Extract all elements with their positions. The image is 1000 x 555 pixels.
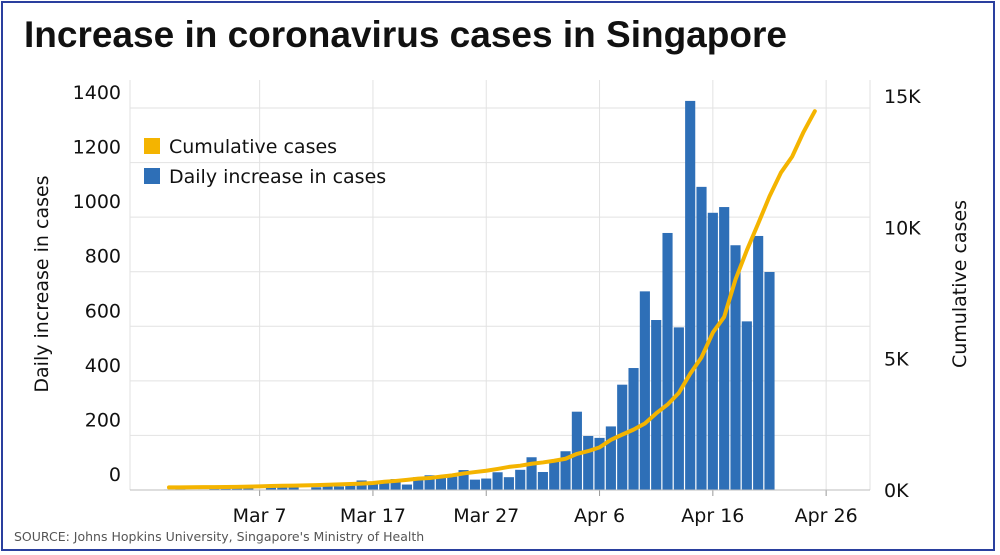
x-tick-label: Apr 6 bbox=[574, 505, 625, 527]
x-tick-label: Apr 26 bbox=[795, 505, 858, 527]
y-axis-title: Daily increase in cases bbox=[31, 175, 53, 392]
bar-daily bbox=[753, 235, 764, 490]
bar-daily bbox=[413, 477, 424, 490]
y-tick-label: 1200 bbox=[73, 137, 121, 159]
bar-daily bbox=[503, 477, 514, 490]
y2-tick-label: 10K bbox=[884, 217, 921, 239]
y2-tick-label: 15K bbox=[884, 86, 921, 108]
bar-daily bbox=[696, 186, 707, 491]
x-tick-label: Mar 17 bbox=[340, 505, 406, 527]
bar-daily bbox=[549, 461, 560, 490]
legend-label-cumulative: Cumulative cases bbox=[169, 136, 337, 158]
y-tick-label: 1000 bbox=[73, 191, 121, 213]
x-tick-label: Mar 7 bbox=[233, 505, 287, 527]
bar-daily bbox=[209, 488, 220, 490]
bar-daily bbox=[605, 426, 616, 490]
bar-daily bbox=[560, 451, 571, 490]
bar-daily bbox=[311, 487, 322, 490]
bar-daily bbox=[379, 481, 390, 490]
bar-daily bbox=[288, 486, 299, 490]
legend-label-daily: Daily increase in cases bbox=[169, 166, 386, 188]
bar-daily bbox=[481, 478, 492, 490]
bar-daily bbox=[526, 457, 537, 490]
source-note: SOURCE: Johns Hopkins University, Singap… bbox=[14, 529, 425, 544]
cumulative-line-layer bbox=[167, 109, 817, 490]
bar-daily bbox=[741, 321, 752, 490]
y2-tick-label: 0K bbox=[884, 480, 909, 502]
y-tick-label: 1400 bbox=[73, 82, 121, 104]
bar-daily bbox=[345, 485, 356, 490]
legend-swatch-daily bbox=[144, 168, 160, 184]
chart-title: Increase in coronavirus cases in Singapo… bbox=[24, 14, 787, 55]
bar-daily bbox=[651, 320, 662, 490]
bar-daily bbox=[617, 384, 628, 490]
bar-daily bbox=[639, 291, 650, 490]
legend-swatch-cumulative bbox=[144, 138, 160, 154]
bar-daily bbox=[730, 245, 741, 490]
bar-daily bbox=[424, 475, 435, 490]
bar-daily bbox=[277, 487, 288, 490]
y-tick-label: 400 bbox=[85, 355, 121, 377]
x-tick-label: Apr 16 bbox=[681, 505, 744, 527]
bar-daily bbox=[719, 207, 730, 491]
bar-daily bbox=[594, 437, 605, 490]
bar-daily bbox=[367, 482, 379, 490]
bar-daily bbox=[243, 487, 254, 490]
bar-daily bbox=[322, 486, 333, 490]
bar-daily bbox=[469, 479, 480, 490]
bar-daily bbox=[662, 232, 673, 490]
bar-daily bbox=[265, 486, 277, 490]
y-tick-label: 0 bbox=[109, 464, 121, 486]
axes: 0 200 400 600 800 1000 1200 1400 0K 5K 10K 15K Mar 7… bbox=[73, 82, 922, 527]
y-tick-label: 200 bbox=[85, 409, 121, 431]
bar-daily bbox=[583, 435, 594, 490]
legend: Cumulative cases Daily increase in cases bbox=[144, 136, 386, 188]
bar-daily bbox=[673, 327, 684, 490]
daily-bars bbox=[163, 100, 775, 491]
bar-daily bbox=[447, 476, 458, 490]
bar-daily bbox=[571, 411, 582, 490]
bar-daily bbox=[537, 471, 548, 490]
bar-daily bbox=[390, 479, 401, 490]
bar-daily bbox=[492, 472, 503, 490]
y2-tick-label: 5K bbox=[884, 349, 909, 371]
x-tick-label: Mar 27 bbox=[453, 505, 519, 527]
bar-daily bbox=[764, 271, 775, 490]
bar-daily bbox=[685, 100, 696, 490]
y-tick-label: 800 bbox=[85, 246, 121, 268]
bar-daily bbox=[401, 484, 412, 490]
y2-axis-title: Cumulative cases bbox=[949, 200, 971, 368]
bar-daily bbox=[515, 469, 526, 490]
bar-daily bbox=[333, 486, 345, 490]
bar-daily bbox=[458, 470, 469, 490]
line-cumulative bbox=[167, 109, 817, 490]
bar-daily bbox=[435, 475, 446, 490]
y-tick-label: 600 bbox=[85, 300, 121, 322]
bar-daily bbox=[707, 212, 718, 490]
